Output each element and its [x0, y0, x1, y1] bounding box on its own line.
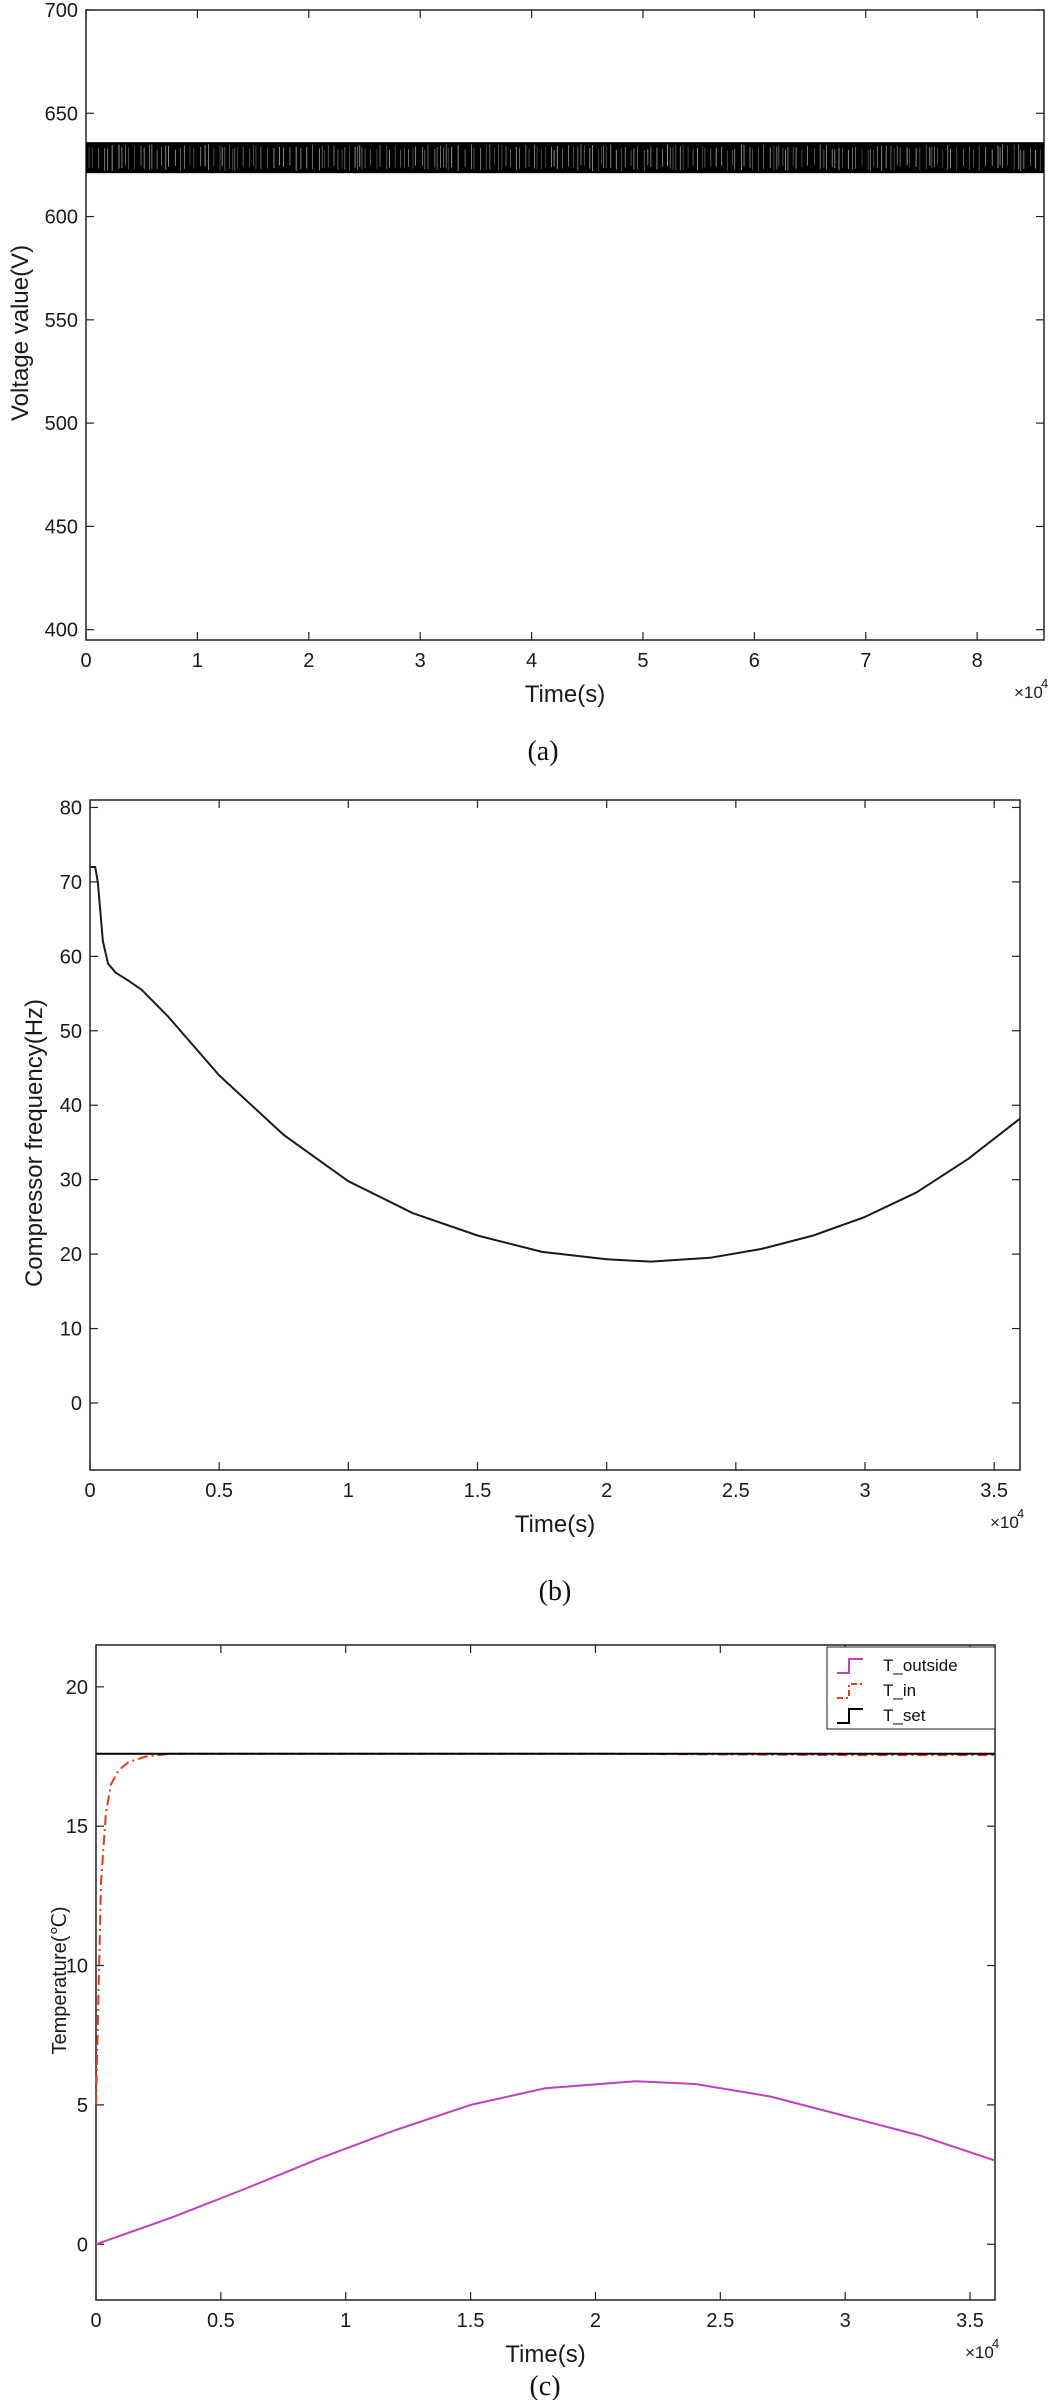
x-tick-label: 2	[601, 1480, 612, 1502]
x-tick-label: 7	[860, 650, 871, 672]
legend-entry-t-outside: T_outside	[883, 1656, 958, 1675]
x-tick-label: 1	[192, 650, 203, 672]
x-axis-multiplier-exponent: 4	[1041, 676, 1048, 691]
x-axis-label: Time(s)	[515, 1511, 595, 1538]
x-axis-multiplier: ×10	[965, 2343, 994, 2362]
plot-area-frame	[85, 9, 1045, 641]
legend-box	[826, 1646, 996, 1730]
legend-entry-t-set: T_set	[883, 1706, 926, 1725]
figure-caption: (a)	[527, 736, 558, 767]
x-tick-label: 3.5	[956, 2310, 984, 2332]
x-tick-label: 1.5	[457, 2310, 485, 2332]
x-tick-label: 3	[859, 1480, 870, 1502]
x-tick-label: 2.5	[706, 2310, 734, 2332]
x-tick-label: 0	[80, 650, 91, 672]
legend-swatch-t-outside	[837, 1658, 863, 1674]
chart-2: 0 0.5 1 1.5 2 2.5 3 3.5 0 10 20 30 40 50 60 70 80 Time(s)…	[21, 797, 1024, 1607]
x-tick-label: 5	[637, 650, 648, 672]
plot-area-frame	[89, 799, 1021, 1471]
x-axis-label: Time(s)	[505, 2341, 585, 2368]
x-tick-label: 6	[749, 650, 760, 672]
x-tick-label: 3	[415, 650, 426, 672]
x-axis-multiplier: ×10	[1014, 683, 1043, 702]
y-tick-label: 450	[45, 516, 78, 538]
y-tick-label: 10	[66, 1956, 88, 1978]
y-tick-label: 0	[77, 2234, 88, 2256]
x-tick-label: 2	[303, 650, 314, 672]
y-tick-label: 40	[60, 1095, 82, 1117]
x-axis-label: Time(s)	[525, 681, 605, 708]
legend-entry-t-in: T_in	[883, 1681, 916, 1700]
x-axis-multiplier: ×10	[990, 1513, 1019, 1532]
series-line-t-in	[95, 1752, 995, 2105]
y-tick-label: 600	[45, 207, 78, 229]
y-tick-label: 700	[45, 0, 78, 22]
y-tick-label: 50	[60, 1021, 82, 1043]
legend-swatch-t-set	[837, 1708, 863, 1724]
figure-caption: (b)	[539, 1576, 572, 1607]
y-axis-label: Voltage value(V)	[7, 245, 34, 421]
y-axis-label: Compressor frequency(Hz)	[21, 999, 48, 1287]
x-axis-multiplier-exponent: 4	[992, 2336, 999, 2351]
x-tick-label: 8	[972, 650, 983, 672]
x-tick-label: 0	[90, 2310, 101, 2332]
y-tick-label: 650	[45, 103, 78, 125]
x-tick-label: 2.5	[722, 1480, 750, 1502]
y-tick-label: 15	[66, 1816, 88, 1838]
x-tick-label: 4	[526, 650, 537, 672]
series-line-t-outside	[95, 2080, 996, 2246]
y-tick-label: 400	[45, 620, 78, 642]
y-tick-label: 30	[60, 1170, 82, 1192]
x-axis-multiplier-exponent: 4	[1017, 1506, 1024, 1521]
legend: T_outside T_in T_set	[826, 1646, 996, 1730]
series-line-2	[90, 866, 1021, 1263]
chart-3: 0 0.5 1 1.5 2 2.5 3 3.5 0 5 10 15 20 Time(s) Temperatu…	[49, 1644, 999, 2400]
chart-1: 0 1 2 3 4 5 6 7 8 400 450 500 550 600 650 700 Time(s) Vol…	[7, 0, 1048, 767]
x-tick-label: 1	[340, 2310, 351, 2332]
x-tick-label: 0.5	[207, 2310, 235, 2332]
voltage-band-fill	[86, 142, 1044, 174]
y-tick-label: 550	[45, 310, 78, 332]
y-tick-label: 5	[77, 2095, 88, 2117]
x-tick-label: 3	[840, 2310, 851, 2332]
y-tick-label: 70	[60, 872, 82, 894]
x-tick-label: 1	[343, 1480, 354, 1502]
x-tick-label: 1.5	[464, 1480, 492, 1502]
y-tick-label: 60	[60, 946, 82, 968]
series-voltage-band	[86, 142, 1044, 174]
x-tick-label: 3.5	[980, 1480, 1008, 1502]
y-tick-label: 500	[45, 413, 78, 435]
figure-caption: (c)	[529, 2371, 560, 2400]
y-axis-label: Temperature(℃)	[49, 1906, 71, 2054]
x-tick-label: 2	[590, 2310, 601, 2332]
plot-area-frame	[95, 1644, 996, 2301]
x-tick-label: 0	[84, 1480, 95, 1502]
legend-swatch-t-in	[837, 1683, 863, 1699]
y-tick-label: 20	[60, 1244, 82, 1266]
y-tick-label: 0	[71, 1393, 82, 1415]
y-tick-label: 80	[60, 797, 82, 819]
x-tick-label: 0.5	[205, 1480, 233, 1502]
y-tick-label: 10	[60, 1319, 82, 1341]
y-tick-label: 20	[66, 1677, 88, 1699]
